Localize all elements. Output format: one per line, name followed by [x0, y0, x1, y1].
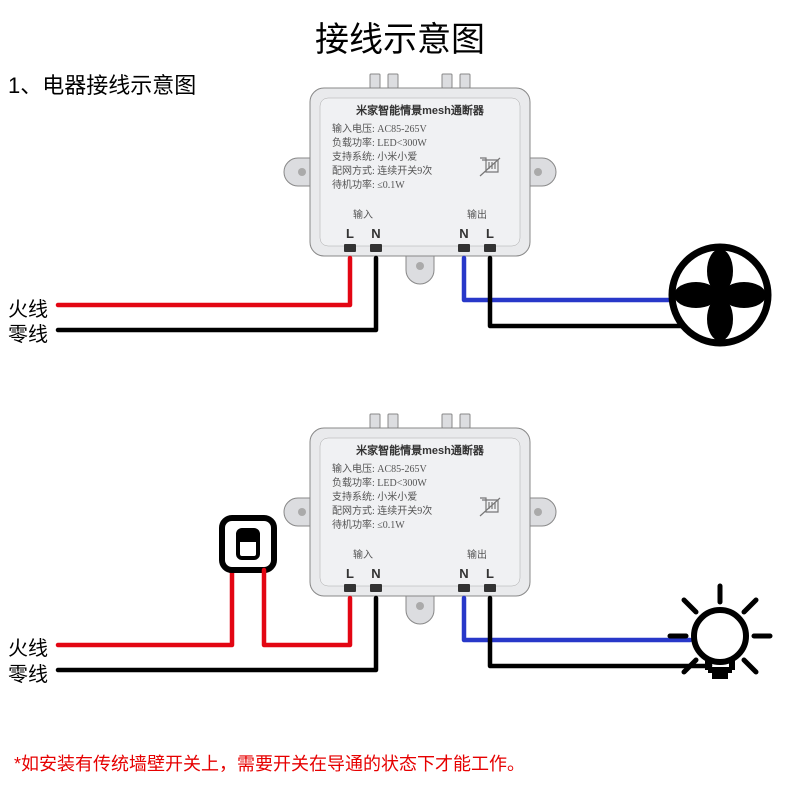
wire-neutral-in-1 [58, 258, 376, 330]
device-module-2 [284, 414, 556, 624]
diagram-2 [58, 414, 770, 676]
wire-live-in-1 [58, 258, 350, 305]
wire-output-l-1 [490, 258, 700, 326]
wiring-diagram-stage: 米家智能情景mesh通断器 输入电压: AC85-265V 负载功率: LED<… [0, 0, 800, 800]
wire-output-n-2 [464, 598, 690, 640]
wire-output-l-2 [490, 598, 710, 666]
wire-live-in-2a [58, 570, 232, 645]
wire-output-n-1 [464, 258, 676, 300]
wire-neutral-in-2 [58, 598, 376, 670]
wall-switch-icon [222, 518, 274, 570]
device-module-1 [284, 74, 556, 284]
diagram-1 [58, 74, 768, 343]
bulb-icon [670, 586, 770, 676]
fan-icon [672, 247, 768, 343]
